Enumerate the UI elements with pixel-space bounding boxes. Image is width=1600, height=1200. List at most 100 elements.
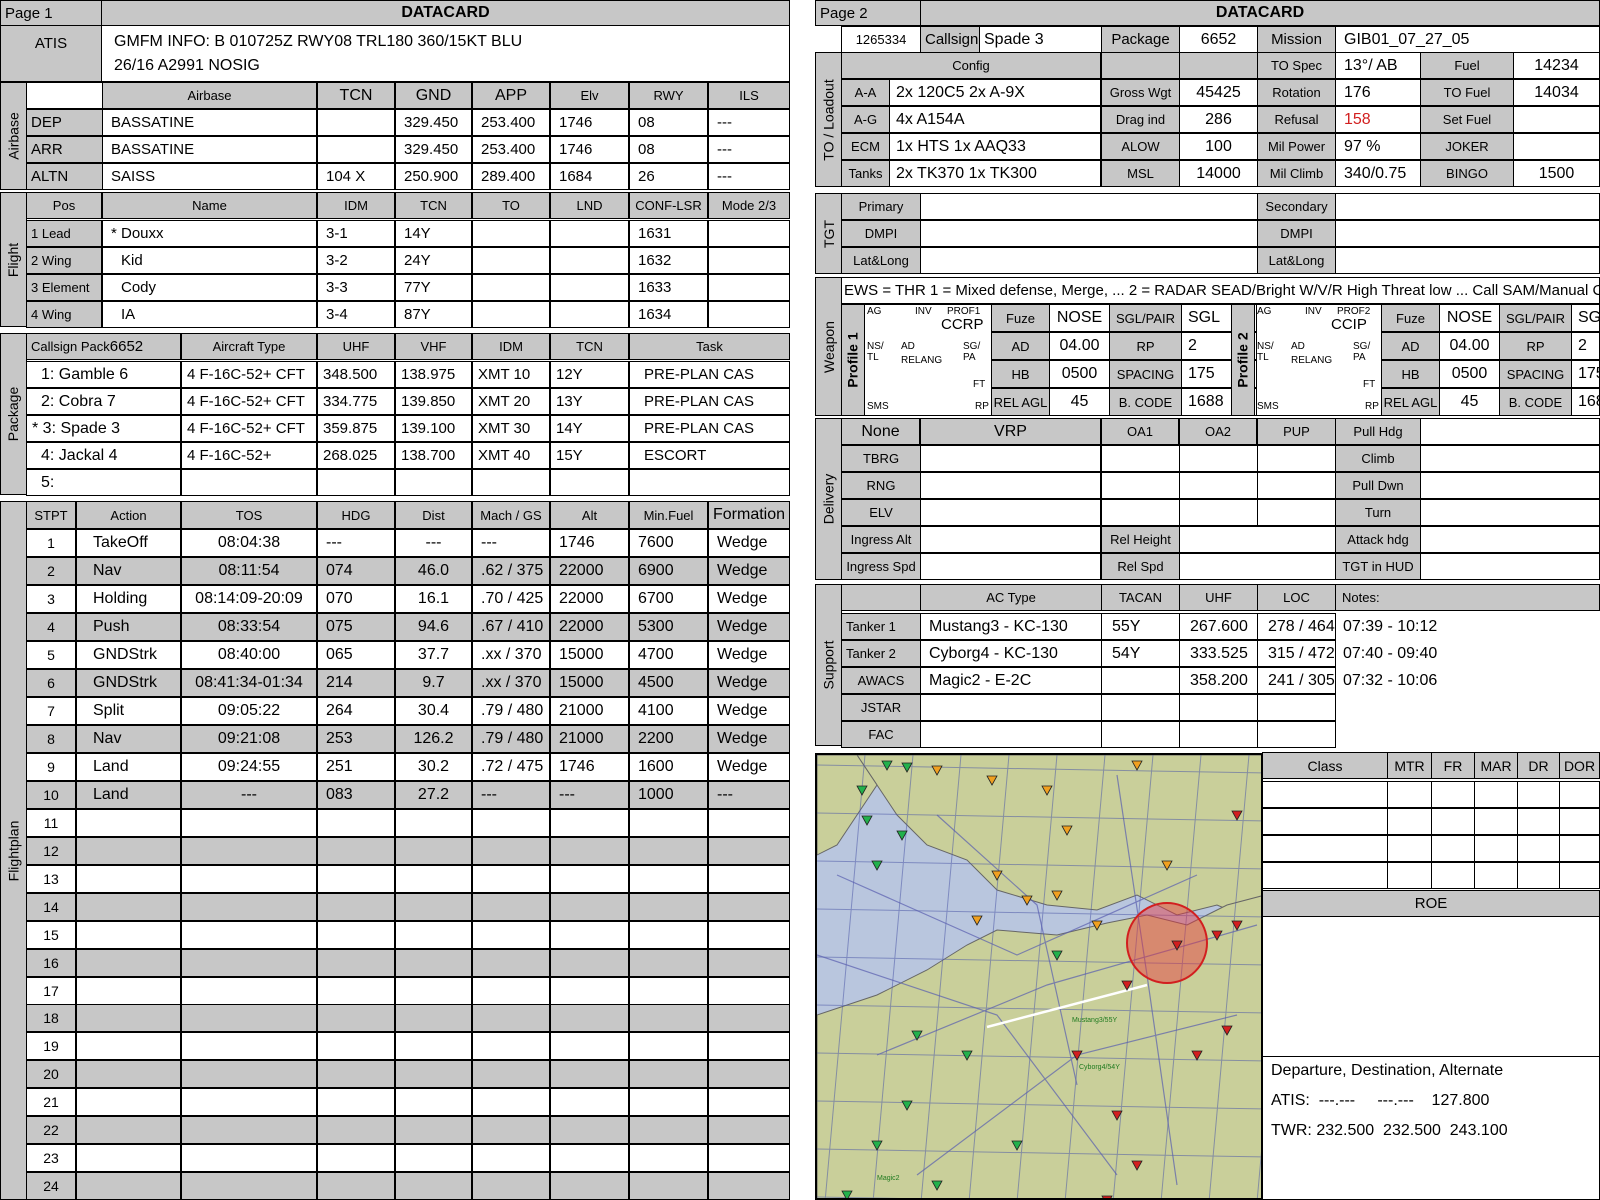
ingress-spd-value xyxy=(920,553,1101,580)
support-section-label: Support xyxy=(815,584,842,746)
package-cell: PRE-PLAN CAS xyxy=(629,415,790,442)
flightplan-cell xyxy=(629,920,708,949)
steerpoint-number: 23 xyxy=(26,1144,76,1173)
map-unit-symbol xyxy=(861,815,873,826)
flightplan-cell: 30.2 xyxy=(395,752,472,781)
airbase-cell: BASSATINE xyxy=(102,136,317,163)
flightplan-cell: 2200 xyxy=(629,724,708,753)
flightplan-cell: 09:05:22 xyxy=(181,696,317,725)
steerpoint-number: 17 xyxy=(26,976,76,1005)
flightplan-cell: 94.6 xyxy=(395,612,472,641)
flightplan-cell xyxy=(395,1032,472,1061)
flightplan-cell: 08:41:34-01:34 xyxy=(181,668,317,697)
flightplan-cell xyxy=(550,1116,629,1145)
flightplan-cell xyxy=(472,836,550,865)
support-cell xyxy=(1101,694,1180,721)
airbase-cell: 253.400 xyxy=(472,109,550,136)
map-unit-symbol xyxy=(1051,890,1063,901)
delivery-row-label: ELV xyxy=(841,499,921,526)
support-cell xyxy=(1257,694,1336,721)
threat-cell xyxy=(1387,862,1432,889)
mfd-relang: RELANG xyxy=(901,355,943,366)
tgt-value xyxy=(1335,220,1600,247)
delivery-right-label: Turn xyxy=(1335,499,1421,526)
support-header: Notes: xyxy=(1335,584,1600,611)
flight-cell: * Douxx xyxy=(102,220,317,247)
flightplan-cell xyxy=(708,836,790,865)
weapon-field-value: 45 xyxy=(1439,388,1500,416)
flightplan-cell: 4700 xyxy=(629,640,708,669)
package-cell: 4 F-16C-52+ xyxy=(181,442,317,469)
map-unit-symbol xyxy=(871,1140,883,1151)
flightplan-cell xyxy=(472,1172,550,1200)
flightplan-cell xyxy=(395,1172,472,1200)
flightplan-cell xyxy=(317,1060,395,1089)
flightplan-cell xyxy=(708,976,790,1005)
page-label: Page 2 xyxy=(815,0,921,26)
flightplan-cell xyxy=(181,864,317,893)
flightplan-cell: Split xyxy=(76,696,181,725)
flightplan-cell: 9.7 xyxy=(395,668,472,697)
airbase-cell xyxy=(317,136,395,163)
threat-cell xyxy=(1474,808,1518,835)
flightplan-cell xyxy=(181,1004,317,1033)
flightplan-cell xyxy=(550,1088,629,1117)
flightplan-cell: Wedge xyxy=(708,529,790,557)
package-header: IDM xyxy=(472,333,550,360)
package-header: Task xyxy=(629,333,790,360)
flightplan-cell xyxy=(181,836,317,865)
flightplan-cell: 08:40:00 xyxy=(181,640,317,669)
package-cell xyxy=(181,469,317,496)
package-cell: 138.700 xyxy=(395,442,472,469)
flightplan-cell xyxy=(395,920,472,949)
flight-cell xyxy=(472,247,550,274)
threat-cell xyxy=(1517,862,1560,889)
flight-cell: 1633 xyxy=(629,274,708,301)
flight-pos: 3 Element xyxy=(26,274,102,301)
map-unit-symbol xyxy=(1171,940,1183,951)
airbase-cell: SAISS xyxy=(102,163,317,190)
flightplan-cell: Push xyxy=(76,612,181,641)
flightplan-cell xyxy=(181,1032,317,1061)
flightplan-cell xyxy=(317,1032,395,1061)
tgt-label: Primary xyxy=(841,193,921,220)
blank xyxy=(1101,52,1180,79)
package-cell: 14Y xyxy=(550,415,629,442)
threat-cell xyxy=(1559,808,1600,835)
threat-cell xyxy=(1262,781,1388,808)
flightplan-cell: 6900 xyxy=(629,556,708,585)
flightplan-cell xyxy=(317,836,395,865)
delivery-cell xyxy=(1257,499,1336,526)
map-unit-symbol xyxy=(1221,1025,1233,1036)
map-unit-symbol xyxy=(1131,1160,1143,1171)
weapon-field-value: 04.00 xyxy=(1439,332,1500,360)
perf-value: 97 % xyxy=(1335,133,1421,160)
map-unit-symbol xyxy=(1131,760,1143,771)
flightplan-cell xyxy=(708,1088,790,1117)
profile-label: Profile 1 xyxy=(841,304,865,416)
loadout-value: 1x HTS 1x AAQ33 xyxy=(889,133,1101,160)
flight-cell xyxy=(550,220,629,247)
flightplan-cell: 7600 xyxy=(629,529,708,557)
flightplan-cell: 083 xyxy=(317,780,395,809)
tgt-value xyxy=(1335,247,1600,274)
flightplan-cell xyxy=(550,976,629,1005)
airbase-cell: 08 xyxy=(629,136,708,163)
weapon-field-value: NOSE xyxy=(1049,304,1110,332)
flightplan-cell xyxy=(472,1088,550,1117)
delivery-cell xyxy=(1179,499,1258,526)
flightplan-cell: Holding xyxy=(76,584,181,613)
perf-value: 340/0.75 xyxy=(1335,160,1421,187)
flight-cell: 1634 xyxy=(629,301,708,328)
delivery-right-label: Climb xyxy=(1335,445,1421,472)
flightplan-cell: --- xyxy=(550,780,629,809)
package-cell: 5: xyxy=(26,469,181,496)
attack-hdg-label: Attack hdg xyxy=(1335,526,1421,553)
flightplan-cell: TakeOff xyxy=(76,529,181,557)
flightplan-cell xyxy=(395,892,472,921)
mfd-ag: AG xyxy=(867,306,882,317)
flightplan-cell xyxy=(181,948,317,977)
threat-cell xyxy=(1559,862,1600,889)
threat-cell xyxy=(1431,808,1475,835)
package-cell xyxy=(550,469,629,496)
